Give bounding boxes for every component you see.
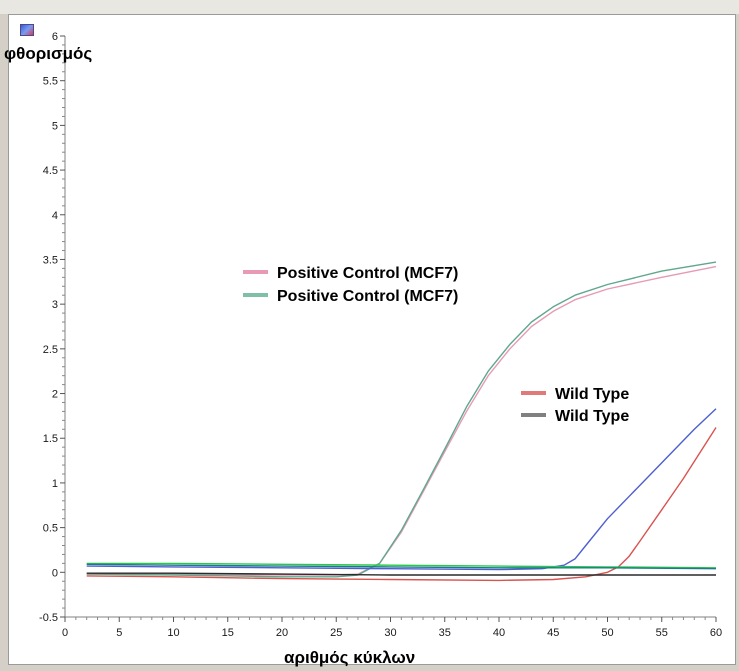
legend-layer: Positive Control (MCF7) Positive Control … [243,265,629,425]
series-line-6 [86,572,716,576]
x-tick-label: 25 [330,627,342,639]
series-line-2 [86,261,717,578]
legend-label: Wild Type [555,408,629,425]
y-tick-label: 1 [52,478,58,490]
series-layer [86,261,717,582]
y-tick-label: 3.5 [43,254,58,266]
x-tick-label: 35 [439,627,451,639]
y-tick-label: 3 [52,299,58,311]
x-tick-label: 15 [222,627,234,639]
legend-label: Positive Control (MCF7) [277,288,458,305]
y-tick-label: 6 [52,31,58,43]
y-tick-label: 5 [52,120,58,132]
x-tick-label: 50 [601,627,613,639]
x-tick-label: 0 [62,627,68,639]
y-tick-label: 0 [52,567,58,579]
y-tick-label: 0.5 [43,523,58,535]
y-tick-label: 4 [52,210,58,222]
x-axis-title: αριθμός κύκλων [284,648,415,667]
legend-swatch [243,270,268,274]
y-axis-title: φθορισμός [4,44,92,63]
legend-label: Wild Type [555,386,629,403]
legend-label: Positive Control (MCF7) [277,265,458,282]
chart-type-icon[interactable] [20,24,34,36]
y-tick-label: -0.5 [39,612,58,624]
series-line-4 [86,408,717,571]
legend-swatch [521,391,546,395]
y-tick-label: 4.5 [43,165,58,177]
y-tick-label: 2.5 [43,344,58,356]
axes-layer: -0.500.511.522.533.544.555.560 5 10 15 20 25 3… [39,31,722,639]
plot-panel [8,14,736,665]
window-top-strip [0,0,739,14]
x-tick-label: 55 [656,627,668,639]
x-tick-label: 10 [167,627,179,639]
x-tick-label: 40 [493,627,505,639]
x-tick-label: 30 [384,627,396,639]
legend-swatch [521,413,546,417]
legend-swatch [243,293,268,297]
x-tick-label: 60 [710,627,722,639]
y-tick-label: 5.5 [43,76,58,88]
series-line-5 [86,562,717,569]
x-tick-label: 45 [547,627,559,639]
x-tick-label: 5 [116,627,122,639]
y-tick-label: 1.5 [43,433,58,445]
x-tick-label: 20 [276,627,288,639]
y-tick-label: 2 [52,389,58,401]
series-line-7 [86,563,717,570]
